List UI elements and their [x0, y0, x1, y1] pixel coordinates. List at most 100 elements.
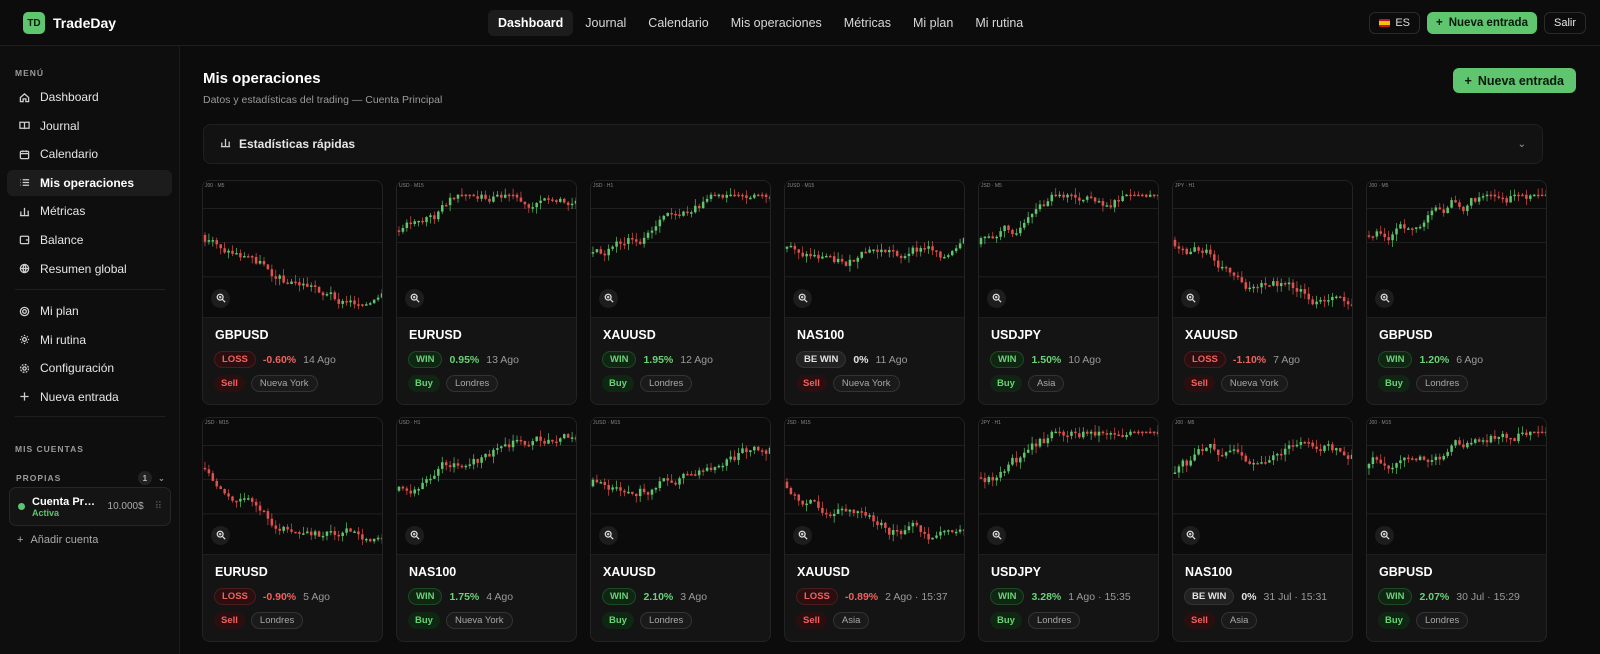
zoom-button[interactable] [987, 289, 1006, 308]
sidebar-item-configuraci-n[interactable]: Configuración [7, 355, 172, 381]
session-badge: Londres [1027, 612, 1081, 629]
zoom-button[interactable] [599, 526, 618, 545]
trade-symbol: USDJPY [991, 565, 1042, 579]
zoom-button[interactable] [987, 526, 1006, 545]
zoom-button[interactable] [793, 289, 812, 308]
trade-result-row: LOSS -0.90% 5 Ago [214, 588, 330, 605]
sidebar-item-dashboard[interactable]: Dashboard [7, 84, 172, 110]
trade-symbol: NAS100 [1185, 565, 1233, 579]
trade-symbol: NAS100 [797, 328, 845, 342]
trade-card[interactable]: JUSD · M15 XAUUSD WIN 2.10% 3 Ago Buy Londres [590, 417, 771, 642]
zoom-button[interactable] [211, 289, 230, 308]
own-accounts-header[interactable]: PROPIAS 1 ⌄ [16, 471, 166, 485]
own-accounts-count: 1 [137, 471, 152, 485]
zoom-button[interactable] [1181, 289, 1200, 308]
wallet-icon [19, 234, 30, 245]
trade-chart-screenshot[interactable]: J00 · M5 [203, 181, 382, 318]
nav-tab-m-tricas[interactable]: Métricas [843, 16, 892, 30]
target-icon [19, 306, 30, 317]
trade-card[interactable]: JUSD · M15 NAS100 BE WIN 0% 11 Ago Sell Nueva … [784, 180, 965, 405]
trade-card[interactable]: J00 · M5 NAS100 BE WIN 0% 31 Jul · 15:31 Sell… [1172, 417, 1353, 642]
trade-card[interactable]: JPY · H1 USDJPY WIN 3.28% 1 Ago · 15:35 Buy Lo… [978, 417, 1159, 642]
nav-tab-mi-rutina[interactable]: Mi rutina [975, 16, 1024, 30]
nav-tab-dashboard[interactable]: Dashboard [488, 10, 574, 36]
sidebar-item-mi-rutina[interactable]: Mi rutina [7, 327, 172, 353]
trade-chart-screenshot[interactable]: USD · H1 [397, 418, 576, 555]
chevron-down-icon: ⌄ [157, 472, 166, 483]
trade-card[interactable]: USD · H1 NAS100 WIN 1.75% 4 Ago Buy Nueva York [396, 417, 577, 642]
nav-tab-journal[interactable]: Journal [585, 16, 627, 30]
trade-chart-screenshot[interactable]: JSD · M5 [979, 181, 1158, 318]
trade-date: 12 Ago [680, 353, 713, 366]
trade-tags-row: Buy Asia [990, 375, 1065, 392]
zoom-button[interactable] [1375, 289, 1394, 308]
gear-icon [19, 363, 30, 374]
logout-button[interactable]: Salir [1543, 12, 1586, 34]
sidebar-item-journal[interactable]: Journal [7, 113, 172, 139]
trade-chart-screenshot[interactable]: J00 · M5 [1367, 181, 1546, 318]
language-button[interactable]: ES [1369, 12, 1420, 34]
nav-tab-calendario[interactable]: Calendario [648, 16, 709, 30]
sidebar-item-mis-operaciones[interactable]: Mis operaciones [7, 169, 172, 196]
zoom-button[interactable] [599, 289, 618, 308]
trade-card[interactable]: J00 · M5 GBPUSD LOSS -0.60% 14 Ago Sell Nueva … [202, 180, 383, 405]
nav-tab-mis-operaciones[interactable]: Mis operaciones [730, 16, 822, 30]
trade-chart-screenshot[interactable]: JSD · M15 [785, 418, 964, 555]
account-card[interactable]: Cuenta PrincipalActiva 10.000$ ⠿ [9, 487, 171, 526]
trade-tags-row: Sell Londres [214, 612, 304, 629]
quick-stats-panel[interactable]: Estadísticas rápidas ⌄ [203, 124, 1543, 164]
nav-tab-mi-plan[interactable]: Mi plan [913, 16, 954, 30]
sidebar-item-calendario[interactable]: Calendario [7, 141, 172, 167]
new-entry-button[interactable]: + Nueva entrada [1427, 12, 1537, 34]
trade-date: 11 Ago [875, 353, 908, 366]
new-entry-main-button[interactable]: + Nueva entrada [1452, 68, 1576, 93]
zoom-button[interactable] [405, 526, 424, 545]
sidebar-item-balance[interactable]: Balance [7, 227, 172, 253]
chart-label: JSD · M15 [205, 420, 229, 426]
trade-chart-screenshot[interactable]: J00 · M5 [1173, 418, 1352, 555]
trade-card[interactable]: J00 · M5 GBPUSD WIN 1.20% 6 Ago Buy Londres [1366, 180, 1547, 405]
trade-symbol: GBPUSD [215, 328, 269, 342]
trade-card[interactable]: JPY · H1 XAUUSD LOSS -1.10% 7 Ago Sell Nueva Y… [1172, 180, 1353, 405]
trade-chart-screenshot[interactable]: USD · M15 [397, 181, 576, 318]
trade-card[interactable]: USD · M15 EURUSD WIN 0.95% 13 Ago Buy Londres [396, 180, 577, 405]
trade-card[interactable]: J00 · M15 GBPUSD WIN 2.07% 30 Jul · 15:29 Buy… [1366, 417, 1547, 642]
zoom-button[interactable] [405, 289, 424, 308]
trade-percent: 0% [853, 353, 869, 366]
trade-chart-screenshot[interactable]: JUSD · M15 [591, 418, 770, 555]
zoom-button[interactable] [1375, 526, 1394, 545]
plus-icon: + [17, 534, 24, 546]
sidebar-item-nueva-entrada[interactable]: Nueva entrada [7, 384, 172, 410]
trade-card[interactable]: JSD · M15 XAUUSD LOSS -0.89% 2 Ago · 15:37 Se… [784, 417, 965, 642]
zoom-button[interactable] [793, 526, 812, 545]
add-account-button[interactable]: + Añadir cuenta [17, 534, 98, 546]
trade-card[interactable]: JSD · M15 EURUSD LOSS -0.90% 5 Ago Sell Londre… [202, 417, 383, 642]
app-logo[interactable]: TD TradeDay [23, 12, 116, 34]
zoom-button[interactable] [1181, 526, 1200, 545]
trade-symbol: EURUSD [409, 328, 462, 342]
zoom-button[interactable] [211, 526, 230, 545]
trade-chart-screenshot[interactable]: J00 · M15 [1367, 418, 1546, 555]
sidebar-item-m-tricas[interactable]: Métricas [7, 198, 172, 224]
menu-section-label: MENÚ [15, 68, 45, 78]
language-label: ES [1395, 17, 1410, 29]
trade-chart-screenshot[interactable]: JSD · M15 [203, 418, 382, 555]
trade-card[interactable]: JSD · M5 USDJPY WIN 1.50% 10 Ago Buy Asia [978, 180, 1159, 405]
quick-stats-label: Estadísticas rápidas [239, 137, 356, 151]
trade-percent: 0.95% [449, 353, 480, 366]
drag-handle-icon[interactable]: ⠿ [154, 501, 162, 512]
trade-card[interactable]: JSD · H1 XAUUSD WIN 1.95% 12 Ago Buy Londres [590, 180, 771, 405]
zoom-in-icon [216, 528, 226, 543]
sidebar-item-resumen-global[interactable]: Resumen global [7, 256, 172, 282]
trade-tags-row: Sell Nueva York [796, 375, 900, 392]
trade-percent: 0% [1241, 590, 1257, 603]
trade-chart-screenshot[interactable]: JPY · H1 [1173, 181, 1352, 318]
session-badge: Londres [250, 612, 304, 629]
trade-chart-screenshot[interactable]: JSD · H1 [591, 181, 770, 318]
sidebar: MENÚ Dashboard Journal Calendario Mis opera… [0, 46, 180, 654]
sidebar-item-mi-plan[interactable]: Mi plan [7, 298, 172, 324]
result-badge: BE WIN [796, 351, 847, 368]
trade-chart-screenshot[interactable]: JUSD · M15 [785, 181, 964, 318]
trade-chart-screenshot[interactable]: JPY · H1 [979, 418, 1158, 555]
zoom-in-icon [798, 528, 808, 543]
